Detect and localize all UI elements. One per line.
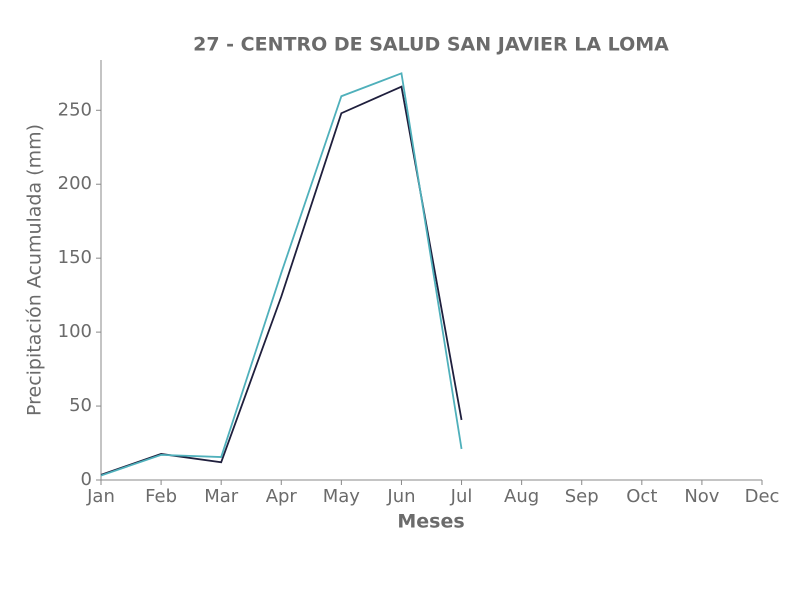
y-tick-label: 0 bbox=[81, 469, 92, 490]
line bbox=[100, 72, 463, 477]
y-tick-label: 100 bbox=[58, 321, 92, 342]
x-tick-label: Jul bbox=[450, 486, 473, 507]
y-tick-label: 250 bbox=[58, 99, 92, 120]
x-axis-label: Meses bbox=[397, 511, 464, 533]
x-tick-label: Jun bbox=[386, 486, 415, 507]
y-axis-label: Precipitación Acumulada (mm) bbox=[24, 124, 46, 416]
y-tick-label: 50 bbox=[69, 395, 92, 416]
x-tick-label: Oct bbox=[626, 486, 657, 507]
x-tick-label: Apr bbox=[266, 486, 298, 507]
y-tick-label: 150 bbox=[58, 247, 92, 268]
x-tick-label: Feb bbox=[145, 486, 177, 507]
chart-title: 27 - CENTRO DE SALUD SAN JAVIER LA LOMA bbox=[193, 34, 669, 56]
x-tick-label: Nov bbox=[684, 486, 719, 507]
x-tick-label: Mar bbox=[204, 486, 239, 507]
x-tick-label: Aug bbox=[504, 486, 539, 507]
line bbox=[100, 85, 463, 476]
x-tick-label: Jan bbox=[86, 486, 115, 507]
x-tick-label: Dec bbox=[745, 486, 780, 507]
y-tick-label: 200 bbox=[58, 173, 92, 194]
x-tick-label: Sep bbox=[565, 486, 599, 507]
x-tick-label: May bbox=[323, 486, 361, 507]
